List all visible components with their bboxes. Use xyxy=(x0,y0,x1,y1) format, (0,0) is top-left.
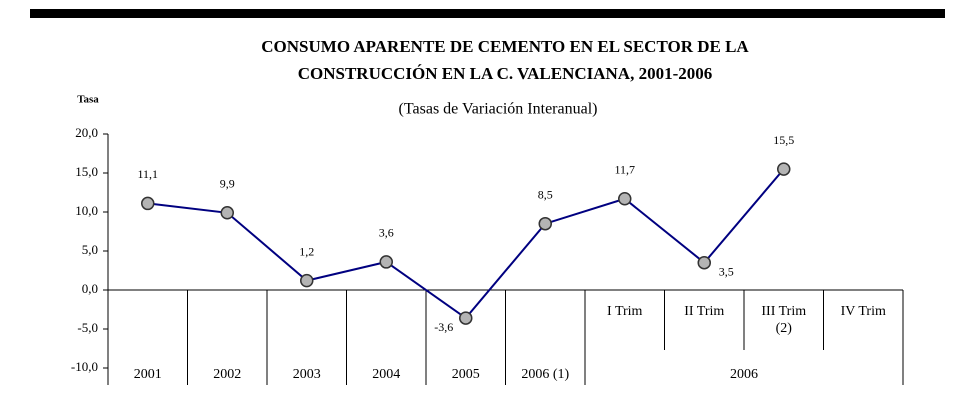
marker xyxy=(697,255,711,270)
marker xyxy=(300,273,314,288)
y-tick-label: 15,0 xyxy=(75,164,98,179)
marker xyxy=(220,206,234,220)
x-tick-label: IV Trim xyxy=(840,304,886,319)
x-tick-label: I Trim xyxy=(607,304,643,319)
data-label: 9,9 xyxy=(220,177,235,191)
category-group-label: 2006 xyxy=(730,367,758,382)
marker xyxy=(538,216,552,231)
y-tick-label: -5,0 xyxy=(77,320,98,335)
x-tick-label: 2004 xyxy=(372,367,401,382)
marker xyxy=(141,196,155,211)
data-label: 11,7 xyxy=(614,162,635,176)
y-tick-label: 20,0 xyxy=(75,125,98,140)
x-tick-label: II Trim xyxy=(684,304,725,319)
data-label: 3,5 xyxy=(719,264,734,278)
data-label: 3,6 xyxy=(379,226,394,240)
x-tick-label: 2002 xyxy=(213,367,242,382)
data-label: -3,6 xyxy=(434,320,453,334)
marker xyxy=(618,191,632,206)
chart-title: CONSUMO APARENTE DE CEMENTO EN EL SECTOR… xyxy=(261,37,749,56)
chart-title: CONSTRUCCIÓN EN LA C. VALENCIANA, 2001-2… xyxy=(298,64,713,83)
x-tick-label: 2006 (1) xyxy=(521,367,570,382)
data-label: 15,5 xyxy=(773,133,794,147)
x-tick-label: 2003 xyxy=(292,367,321,382)
y-tick-label: 10,0 xyxy=(75,203,98,218)
marker xyxy=(379,255,393,269)
y-tick-label: 0,0 xyxy=(82,281,98,296)
x-tick-label: III Trim (2) xyxy=(761,304,807,336)
data-label: 1,2 xyxy=(299,244,314,258)
x-tick-label: 2001 xyxy=(133,367,162,382)
y-axis-label: Tasa xyxy=(77,94,99,106)
y-tick-label: -10,0 xyxy=(71,359,98,374)
data-label: 11,1 xyxy=(137,167,158,181)
top-bar xyxy=(30,9,945,18)
chart-subtitle: (Tasas de Variación Interanual) xyxy=(399,101,598,118)
marker xyxy=(777,162,791,176)
data-label: 8,5 xyxy=(538,187,553,201)
marker xyxy=(459,311,473,325)
line xyxy=(147,168,785,320)
y-tick-label: 5,0 xyxy=(82,242,98,257)
x-tick-label: 2005 xyxy=(451,367,480,382)
